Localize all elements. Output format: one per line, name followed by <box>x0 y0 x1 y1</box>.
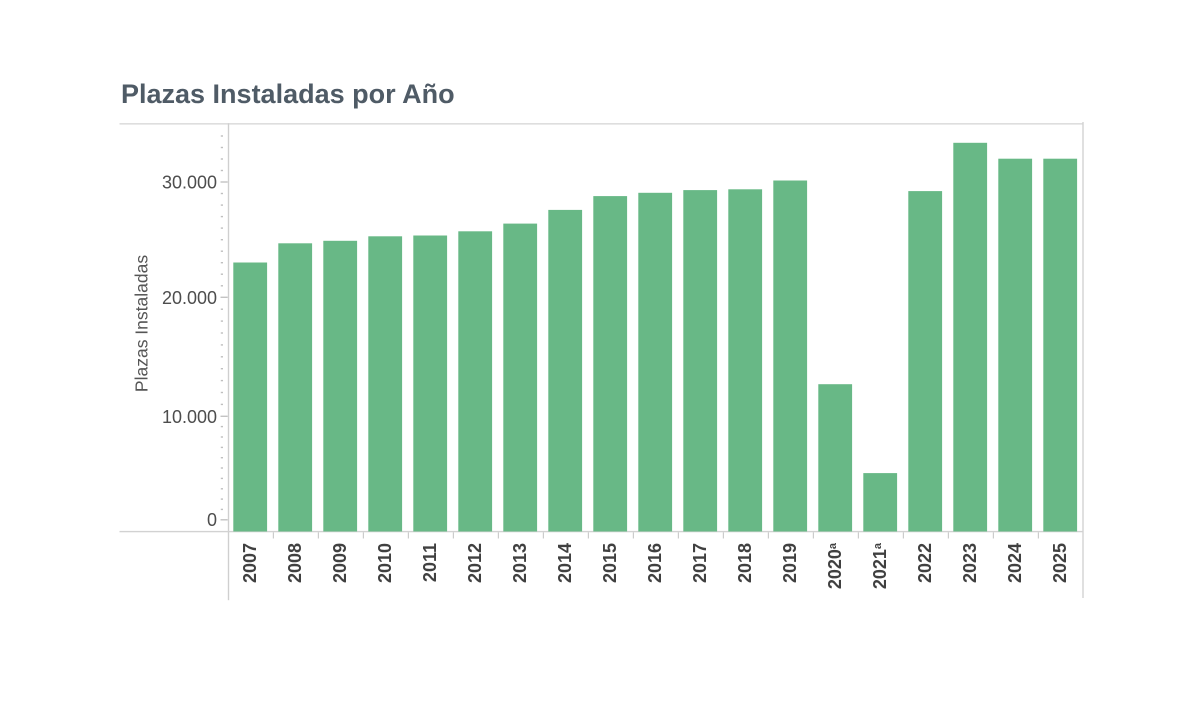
svg-text:2014: 2014 <box>555 543 575 583</box>
svg-text:2024: 2024 <box>1005 543 1025 583</box>
svg-text:2008: 2008 <box>285 543 305 583</box>
svg-text:2012: 2012 <box>465 543 485 583</box>
svg-text:0: 0 <box>207 510 217 530</box>
svg-text:2018: 2018 <box>735 543 755 583</box>
svg-text:Plazas Instaladas: Plazas Instaladas <box>132 255 152 392</box>
svg-text:Plazas Instaladas por Año: Plazas Instaladas por Año <box>121 79 455 109</box>
svg-text:2023: 2023 <box>960 543 980 583</box>
svg-text:2009: 2009 <box>330 543 350 583</box>
svg-text:2011: 2011 <box>420 543 440 582</box>
svg-text:2019: 2019 <box>780 543 800 583</box>
svg-text:2025: 2025 <box>1050 543 1070 583</box>
svg-text:2007: 2007 <box>240 543 260 583</box>
svg-text:2015: 2015 <box>600 543 620 583</box>
svg-text:10.000: 10.000 <box>162 407 217 427</box>
svg-text:2010: 2010 <box>375 543 395 583</box>
svg-text:2013: 2013 <box>510 543 530 583</box>
svg-text:2016: 2016 <box>645 543 665 583</box>
svg-text:30.000: 30.000 <box>162 173 217 193</box>
svg-text:2021a: 2021a <box>870 542 890 589</box>
svg-text:2022: 2022 <box>915 543 935 583</box>
svg-text:2020a: 2020a <box>825 542 845 589</box>
svg-text:20.000: 20.000 <box>162 288 217 308</box>
svg-text:2017: 2017 <box>690 543 710 583</box>
